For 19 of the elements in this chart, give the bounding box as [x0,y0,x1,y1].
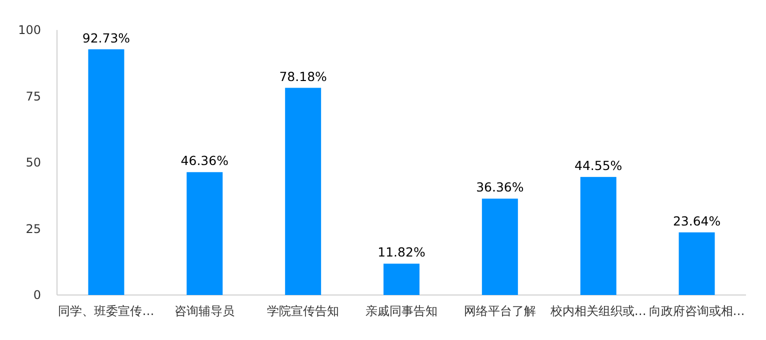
data-label: 44.55% [574,158,622,173]
y-tick: 0 [33,288,41,302]
y-tick: 25 [26,222,41,236]
data-label: 92.73% [82,30,130,46]
data-label: 78.18% [279,68,327,84]
x-tick: 校内相关组织或… [550,304,646,318]
data-label: 23.64% [672,213,721,228]
x-tick: 同学、班委宣传… [58,304,154,318]
y-tick: 100 [18,23,41,37]
x-tick: 向政府咨询或相… [648,304,745,318]
data-label: 36.36% [476,180,524,195]
data-label: 11.82% [378,244,426,260]
x-tick: 学院宣传告知 [267,304,340,318]
y-tick: 75 [26,89,41,104]
data-label: 46.36% [180,153,228,168]
y-tick: 50 [26,156,41,170]
x-tick: 亲戚同事告知 [366,304,438,318]
x-tick: 咨询辅导员 [174,304,235,318]
x-tick: 网络平台了解 [464,304,536,318]
